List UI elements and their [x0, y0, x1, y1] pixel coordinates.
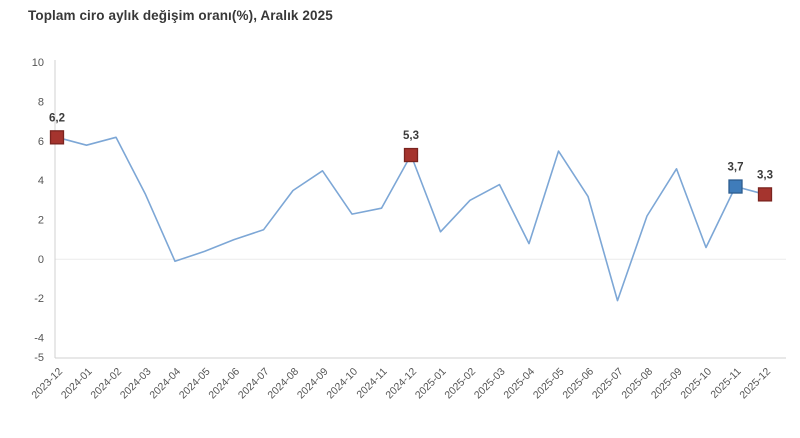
data-point-label: 6,2 [49, 112, 65, 124]
y-tick-label: 0 [38, 254, 44, 266]
x-tick-label: 2025-02 [442, 366, 478, 402]
y-tick-label: -4 [34, 332, 44, 344]
y-tick-label: 6 [38, 136, 44, 148]
data-point-marker-2024-12[interactable] [403, 147, 419, 163]
x-tick-label: 2024-05 [177, 366, 213, 402]
data-point-label: 3,7 [728, 162, 744, 174]
y-tick-label: 10 [32, 57, 44, 69]
x-tick-label: 2025-07 [590, 366, 626, 402]
x-tick-label: 2024-08 [265, 366, 301, 402]
x-tick-label: 2024-10 [324, 366, 360, 402]
chart-title: Toplam ciro aylık değişim oranı(%), Aral… [28, 8, 333, 23]
y-tick-label: 2 [38, 214, 44, 226]
x-tick-label: 2024-12 [383, 366, 419, 402]
x-tick-label: 2024-03 [118, 366, 154, 402]
x-tick-label: 2024-06 [206, 366, 242, 402]
x-tick-label: 2025-01 [413, 366, 449, 402]
x-tick-label: 2025-11 [708, 366, 743, 401]
x-tick-label: 2024-02 [88, 366, 124, 402]
x-tick-label: 2025-06 [560, 366, 596, 402]
x-tick-label: 2025-09 [649, 366, 685, 402]
y-tick-label: 8 [38, 96, 44, 108]
data-point-label: 3,3 [757, 169, 773, 181]
data-point-marker-2023-12[interactable] [49, 130, 65, 145]
x-tick-label: 2024-11 [354, 366, 389, 401]
x-tick-label: 2024-04 [147, 366, 183, 402]
y-tick-label: -2 [34, 293, 44, 305]
x-tick-label: 2025-03 [472, 366, 508, 402]
data-point-marker-2025-12[interactable] [757, 187, 773, 202]
x-tick-label: 2025-08 [619, 366, 655, 402]
data-point-marker-2025-11[interactable] [728, 179, 743, 194]
x-tick-label: 2025-05 [531, 366, 567, 402]
x-tick-label: 2025-04 [501, 366, 537, 402]
x-tick-label: 2025-12 [737, 366, 773, 402]
x-tick-label: 2024-07 [236, 366, 272, 402]
x-tick-label: 2025-10 [678, 366, 714, 402]
x-tick-label: 2024-01 [59, 366, 95, 402]
y-tick-label: -5 [34, 352, 44, 364]
y-tick-label: 4 [38, 175, 44, 187]
x-tick-label: 2023-12 [29, 366, 65, 402]
data-point-label: 5,3 [403, 130, 419, 142]
x-tick-label: 2024-09 [295, 366, 331, 402]
